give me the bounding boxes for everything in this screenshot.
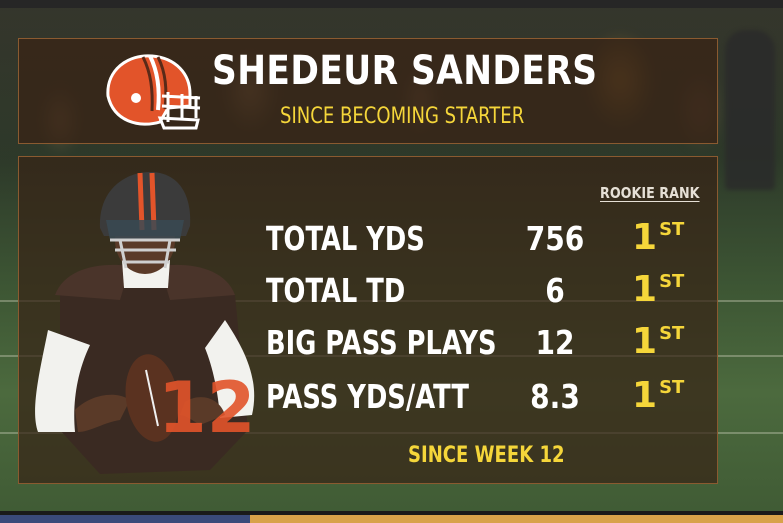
stat-row-total-td: TOTAL TD 6 1 ST xyxy=(0,269,783,321)
footnote-since-week: SINCE WEEK 12 xyxy=(408,443,565,468)
top-border-strip xyxy=(0,0,783,8)
stat-rank: 1 ST xyxy=(632,321,684,362)
subtitle: SINCE BECOMING STARTER xyxy=(280,104,525,129)
bottom-strip-segment xyxy=(250,515,783,523)
stat-value: 8.3 xyxy=(530,377,580,416)
player-photo: 12 xyxy=(35,172,255,474)
player-name-title: SHEDEUR SANDERS xyxy=(212,48,598,94)
rookie-rank-header: ROOKIE RANK xyxy=(600,184,700,202)
stat-row-pass-yds-att: PASS YDS/ATT 8.3 1 ST xyxy=(0,375,783,427)
stat-label: TOTAL TD xyxy=(266,271,406,310)
rank-suffix: ST xyxy=(659,271,685,292)
rank-number: 1 xyxy=(632,321,658,362)
bottom-strip-segment xyxy=(0,515,250,523)
browns-helmet-logo xyxy=(106,54,201,130)
header-panel xyxy=(18,38,718,144)
rank-number: 1 xyxy=(632,217,658,258)
rank-number: 1 xyxy=(632,269,658,310)
stat-label: PASS YDS/ATT xyxy=(266,377,469,416)
stat-rank: 1 ST xyxy=(632,217,684,258)
rank-number: 1 xyxy=(632,375,658,416)
sideline-person xyxy=(725,30,775,190)
stat-value: 6 xyxy=(545,271,565,310)
stat-row-total-yds: TOTAL YDS 756 1 ST xyxy=(0,217,783,269)
stat-row-big-pass-plays: BIG PASS PLAYS 12 1 ST xyxy=(0,321,783,373)
stat-rank: 1 ST xyxy=(632,269,684,310)
stat-rank: 1 ST xyxy=(632,375,684,416)
jersey-number: 12 xyxy=(158,367,255,449)
rank-suffix: ST xyxy=(659,323,685,344)
stat-label: TOTAL YDS xyxy=(266,219,425,258)
rank-suffix: ST xyxy=(659,219,685,240)
stat-value: 12 xyxy=(535,323,575,362)
rank-suffix: ST xyxy=(659,377,685,398)
stat-label: BIG PASS PLAYS xyxy=(266,323,497,362)
stat-value: 756 xyxy=(525,219,585,258)
bottom-border-strip xyxy=(0,511,783,523)
